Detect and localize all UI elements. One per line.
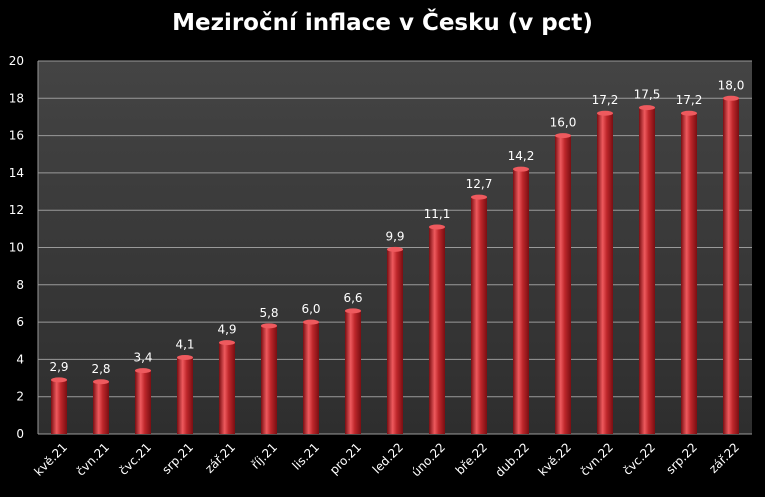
y-tick-label: 6 bbox=[16, 315, 24, 329]
x-tick-label: lis.21 bbox=[290, 440, 323, 473]
data-label: 2,8 bbox=[91, 362, 110, 376]
bar bbox=[429, 226, 445, 434]
y-tick-label: 20 bbox=[9, 54, 24, 68]
bar bbox=[513, 169, 529, 435]
bar-cap bbox=[51, 377, 67, 383]
x-tick-label: čvc.22 bbox=[620, 440, 658, 478]
bar bbox=[303, 322, 319, 434]
x-tick-label: kvě.21 bbox=[32, 440, 71, 479]
x-tick-label: zář.21 bbox=[202, 440, 238, 476]
data-label: 17,5 bbox=[634, 88, 661, 102]
bar bbox=[723, 98, 739, 435]
y-tick-label: 12 bbox=[9, 203, 24, 217]
bar bbox=[555, 135, 571, 434]
bar bbox=[597, 113, 613, 434]
data-label: 5,8 bbox=[259, 306, 278, 320]
data-label: 11,1 bbox=[424, 207, 451, 221]
bar-cap bbox=[513, 166, 529, 172]
bar-cap bbox=[387, 246, 403, 252]
y-tick-label: 16 bbox=[9, 129, 24, 143]
bar bbox=[219, 342, 235, 434]
data-label: 17,2 bbox=[592, 93, 619, 107]
x-tick-label: led.22 bbox=[370, 440, 406, 476]
y-tick-label: 0 bbox=[16, 427, 24, 441]
bar-cap bbox=[303, 319, 319, 325]
bar-cap bbox=[723, 95, 739, 101]
bar-cap bbox=[555, 133, 571, 139]
y-tick-label: 8 bbox=[16, 278, 24, 292]
y-tick-label: 18 bbox=[9, 91, 24, 105]
bar-cap bbox=[219, 340, 235, 346]
data-label: 18,0 bbox=[718, 78, 745, 92]
chart-title: Meziroční inflace v Česku (v pct) bbox=[172, 10, 593, 36]
data-label: 3,4 bbox=[133, 351, 152, 365]
bar bbox=[177, 357, 193, 434]
bar-cap bbox=[177, 355, 193, 361]
data-label: 2,9 bbox=[49, 360, 68, 374]
bar-cap bbox=[345, 308, 361, 314]
x-tick-label: úno.22 bbox=[409, 440, 448, 479]
data-label: 17,2 bbox=[676, 93, 703, 107]
bar bbox=[387, 249, 403, 434]
bar-cap bbox=[135, 368, 151, 374]
bar bbox=[51, 379, 67, 434]
data-label: 4,9 bbox=[217, 323, 236, 337]
x-tick-label: dub.22 bbox=[493, 440, 533, 480]
y-tick-label: 2 bbox=[16, 390, 24, 404]
x-tick-label: srp.21 bbox=[159, 440, 196, 477]
x-tick-label: čvc.21 bbox=[116, 440, 154, 478]
bar-cap bbox=[261, 323, 277, 329]
x-tick-label: čvn.22 bbox=[578, 440, 616, 478]
bar-cap bbox=[429, 224, 445, 230]
y-tick-label: 4 bbox=[16, 352, 24, 366]
x-tick-label: čvn.21 bbox=[74, 440, 112, 478]
bar-cap bbox=[639, 105, 655, 111]
data-label: 14,2 bbox=[508, 149, 535, 163]
bar bbox=[471, 197, 487, 434]
bar bbox=[639, 107, 655, 434]
bar-cap bbox=[93, 379, 109, 385]
y-tick-label: 10 bbox=[9, 241, 24, 255]
bar-cap bbox=[681, 110, 697, 116]
bar bbox=[345, 310, 361, 434]
x-tick-label: pro.21 bbox=[327, 440, 364, 477]
x-tick-label: říj.21 bbox=[248, 440, 280, 472]
x-tick-label: srp.22 bbox=[663, 440, 700, 477]
x-tick-label: kvě.22 bbox=[536, 440, 575, 479]
bar bbox=[261, 325, 277, 434]
bar bbox=[135, 370, 151, 434]
data-label: 16,0 bbox=[550, 116, 577, 130]
y-tick-label: 14 bbox=[9, 166, 24, 180]
data-label: 9,9 bbox=[385, 229, 404, 243]
bar-cap bbox=[471, 194, 487, 200]
data-label: 4,1 bbox=[175, 338, 194, 352]
data-label: 6,6 bbox=[343, 291, 362, 305]
bar-cap bbox=[597, 110, 613, 116]
data-label: 12,7 bbox=[466, 177, 493, 191]
data-label: 6,0 bbox=[301, 302, 320, 316]
x-tick-label: bře.22 bbox=[453, 440, 490, 477]
bar bbox=[93, 381, 109, 434]
x-tick-label: zář.22 bbox=[706, 440, 742, 476]
bar bbox=[681, 113, 697, 434]
